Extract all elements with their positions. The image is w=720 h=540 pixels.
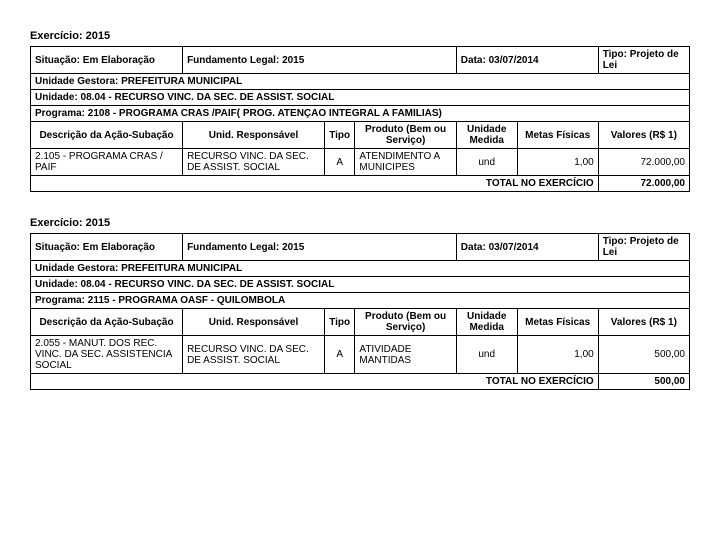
unidade: Unidade: 08.04 - RECURSO VINC. DA SEC. D… [31, 90, 690, 106]
col-valores: Valores (R$ 1) [598, 309, 689, 336]
unid-gestora: Unidade Gestora: PREFEITURA MUNICIPAL [31, 261, 690, 277]
col-valores: Valores (R$ 1) [598, 122, 689, 149]
tipo: Tipo: Projeto de Lei [598, 47, 689, 74]
program-block: Exercício: 2015 Situação: Em Elaboração … [30, 30, 690, 192]
col-tipo: Tipo [324, 122, 354, 149]
row-tipo: A [324, 336, 354, 374]
unidade: Unidade: 08.04 - RECURSO VINC. DA SEC. D… [31, 277, 690, 293]
col-descricao: Descrição da Ação-Subação [31, 122, 183, 149]
row-produto: ATENDIMENTO A MUNICIPES [355, 149, 456, 176]
total-valor: 72.000,00 [598, 176, 689, 192]
row-medida: und [456, 336, 517, 374]
row-metas: 1,00 [517, 336, 598, 374]
program-table: Situação: Em Elaboração Fundamento Legal… [30, 233, 690, 390]
col-descricao: Descrição da Ação-Subação [31, 309, 183, 336]
total-label: TOTAL NO EXERCÍCIO [31, 374, 599, 390]
row-produto: ATIVIDADE MANTIDAS [355, 336, 456, 374]
row-valores: 72.000,00 [598, 149, 689, 176]
exercicio-label: Exercício: 2015 [30, 30, 690, 42]
row-desc: 2.105 - PROGRAMA CRAS / PAIF [31, 149, 183, 176]
col-produto: Produto (Bem ou Serviço) [355, 122, 456, 149]
col-produto: Produto (Bem ou Serviço) [355, 309, 456, 336]
data: Data: 03/07/2014 [456, 47, 598, 74]
col-resp: Unid. Responsável [183, 309, 325, 336]
col-medida: Unidade Medida [456, 309, 517, 336]
fundamento: Fundamento Legal: 2015 [183, 234, 457, 261]
total-label: TOTAL NO EXERCÍCIO [31, 176, 599, 192]
situacao: Situação: Em Elaboração [31, 234, 183, 261]
col-medida: Unidade Medida [456, 122, 517, 149]
row-metas: 1,00 [517, 149, 598, 176]
row-desc: 2.055 - MANUT. DOS REC. VINC. DA SEC. AS… [31, 336, 183, 374]
row-tipo: A [324, 149, 354, 176]
tipo: Tipo: Projeto de Lei [598, 234, 689, 261]
exercicio-label: Exercício: 2015 [30, 217, 690, 229]
program-block: Exercício: 2015 Situação: Em Elaboração … [30, 217, 690, 390]
col-resp: Unid. Responsável [183, 122, 325, 149]
row-medida: und [456, 149, 517, 176]
col-metas: Metas Físicas [517, 309, 598, 336]
data: Data: 03/07/2014 [456, 234, 598, 261]
total-valor: 500,00 [598, 374, 689, 390]
row-resp: RECURSO VINC. DA SEC. DE ASSIST. SOCIAL [183, 336, 325, 374]
programa: Programa: 2108 - PROGRAMA CRAS /PAIF( PR… [31, 106, 690, 122]
col-metas: Metas Físicas [517, 122, 598, 149]
row-resp: RECURSO VINC. DA SEC. DE ASSIST. SOCIAL [183, 149, 325, 176]
situacao: Situação: Em Elaboração [31, 47, 183, 74]
col-tipo: Tipo [324, 309, 354, 336]
unid-gestora: Unidade Gestora: PREFEITURA MUNICIPAL [31, 74, 690, 90]
row-valores: 500,00 [598, 336, 689, 374]
program-table: Situação: Em Elaboração Fundamento Legal… [30, 46, 690, 192]
programa: Programa: 2115 - PROGRAMA OASF - QUILOMB… [31, 293, 690, 309]
fundamento: Fundamento Legal: 2015 [183, 47, 457, 74]
